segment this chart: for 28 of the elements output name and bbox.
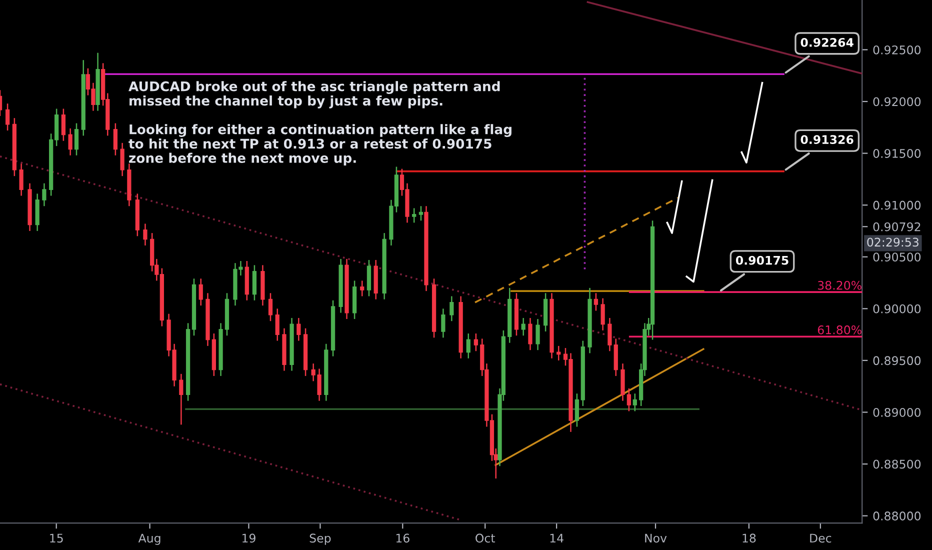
x-tick-label: 19 <box>242 534 256 543</box>
annotation: 0.90175 <box>736 256 788 265</box>
y-tick-label: 0.88000 <box>873 512 921 520</box>
x-tick-label: 15 <box>50 534 63 543</box>
y-tick-label: 0.88500 <box>873 460 921 469</box>
x-tick-label: Nov <box>645 534 667 543</box>
y-tick-label: 0.91000 <box>873 200 921 210</box>
series-label: 38.20% <box>818 280 862 290</box>
y-tick-label: 0.92500 <box>873 45 921 54</box>
y-tick-label: 0.90792 <box>873 222 920 232</box>
y-tick-label: 0.89500 <box>873 356 921 366</box>
annotation: 0.91326 <box>800 135 854 144</box>
annotation: 0.92264 <box>800 38 854 47</box>
x-tick-label: Aug <box>138 534 160 545</box>
annotation: AUDCAD broke out of the asc triangle pattern and missed the channel top by just a few pips. Looking for either a continuation pattern like a flag to hit the next TP at 0.913 or a retest of 0.90175 zone before the next move up. <box>128 81 512 166</box>
y-tick-label: 0.90500 <box>873 252 921 262</box>
y-tick-label: 0.91500 <box>873 149 921 158</box>
x-tick-label: 18 <box>742 534 756 543</box>
text: 02:29:53 <box>867 238 918 247</box>
x-tick-label: 14 <box>550 534 564 542</box>
x-tick-label: 16 <box>396 534 410 543</box>
x-tick-label: Dec <box>810 534 832 543</box>
x-tick-label: Oct <box>476 534 496 543</box>
x-tick-label: Sep <box>310 534 331 545</box>
series-label: 61.80% <box>818 325 862 334</box>
y-tick-label: 0.89000 <box>873 408 921 417</box>
y-tick-label: 0.92000 <box>873 97 921 106</box>
y-tick-label: 0.90000 <box>873 304 921 314</box>
